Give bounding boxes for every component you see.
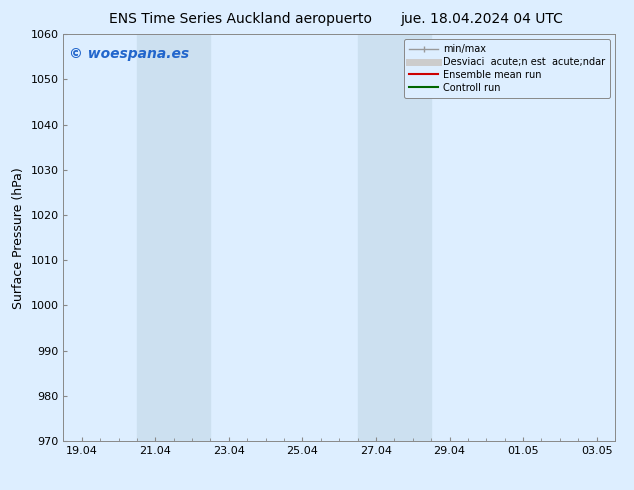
Y-axis label: Surface Pressure (hPa): Surface Pressure (hPa) [12,167,25,309]
Text: jue. 18.04.2024 04 UTC: jue. 18.04.2024 04 UTC [401,12,563,26]
Legend: min/max, Desviaci  acute;n est  acute;ndar, Ensemble mean run, Controll run: min/max, Desviaci acute;n est acute;ndar… [404,39,610,98]
Text: © woespana.es: © woespana.es [69,47,189,60]
Text: ENS Time Series Auckland aeropuerto: ENS Time Series Auckland aeropuerto [110,12,372,26]
Bar [137,34,210,441]
Bar [358,34,431,441]
